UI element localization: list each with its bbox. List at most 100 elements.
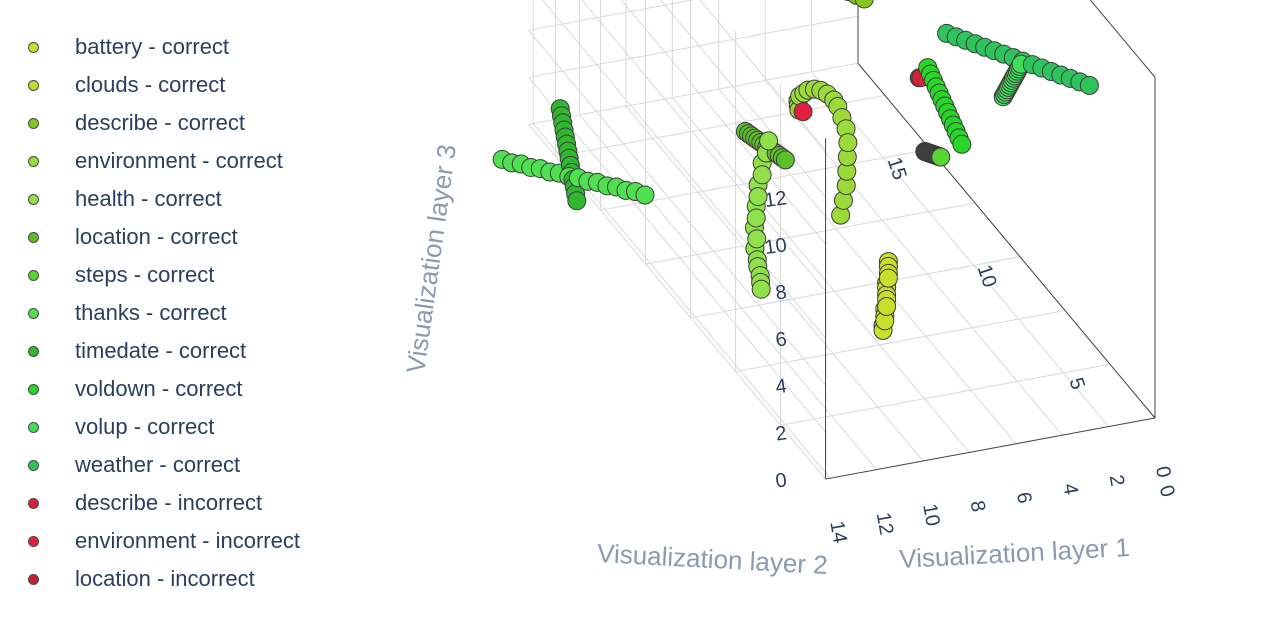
legend-item[interactable]: timedate - correct (0, 332, 380, 370)
z-tick-label: 6 (774, 328, 788, 351)
grid-lines (528, 0, 1156, 480)
legend-label: battery - correct (75, 34, 230, 59)
grid-line (699, 0, 826, 151)
legend-item[interactable]: steps - correct (0, 256, 380, 294)
z-tick-label: 0 (774, 469, 788, 492)
legend-label: environment - incorrect (75, 528, 300, 553)
legend-label: weather - correct (75, 452, 241, 477)
data-point[interactable] (748, 187, 768, 207)
grid-line (528, 62, 859, 125)
data-point[interactable] (567, 191, 587, 211)
legend-item[interactable]: environment - incorrect (0, 522, 380, 560)
data-point[interactable] (635, 185, 655, 205)
z-tick-label: 4 (774, 375, 788, 398)
grid-line (579, 114, 877, 470)
y-axis-title: Visualization layer 2 (596, 538, 828, 580)
legend-label: environment - correct (75, 148, 283, 173)
legend-item[interactable]: thanks - correct (0, 294, 380, 332)
axis-line (857, 62, 1156, 419)
legend-item[interactable]: describe - incorrect (0, 484, 380, 522)
legend-label: voldown - correct (75, 376, 243, 401)
legend-item[interactable]: weather - correct (0, 446, 380, 484)
data-point[interactable] (854, 0, 874, 9)
legend-marker-icon (28, 231, 39, 243)
x-tick-label: 15 (883, 155, 911, 183)
y-tick-label: 6 (1012, 490, 1036, 505)
legend-item[interactable]: describe - correct (0, 104, 380, 142)
y-tick-label: 14 (825, 519, 851, 545)
legend-item[interactable]: health - correct (0, 180, 380, 218)
data-point[interactable] (838, 133, 858, 153)
legend-marker-icon (28, 535, 39, 547)
x-axis-title: Visualization layer 1 (899, 532, 1131, 574)
data-point[interactable] (878, 268, 898, 288)
data-point[interactable] (752, 165, 772, 185)
z-axis-title: Visualization layer 3 (400, 142, 462, 375)
x-tick-label: 10 (973, 262, 1001, 290)
legend-item[interactable]: location - correct (0, 218, 380, 256)
grid-line (528, 0, 695, 31)
grid-line (528, 76, 826, 433)
data-point[interactable] (793, 102, 813, 122)
axis-line (825, 417, 1156, 480)
grid-line (645, 202, 976, 265)
y-tick-label: 0 (1151, 465, 1175, 480)
z-tick-label: 12 (763, 187, 788, 212)
grid-line (528, 29, 826, 386)
y-tick-label: 4 (1058, 482, 1082, 497)
data-point[interactable] (759, 131, 779, 151)
legend-item[interactable]: clouds - correct (0, 66, 380, 104)
legend-label: steps - correct (75, 262, 215, 287)
axis-line (1089, 0, 1156, 78)
legend-label: thanks - correct (75, 300, 227, 325)
grid-line (581, 0, 826, 292)
legend-item[interactable]: voldown - correct (0, 370, 380, 408)
legend-item[interactable]: location - incorrect (0, 560, 380, 598)
legend-label: describe - incorrect (75, 490, 263, 515)
legend-marker-icon (28, 79, 39, 91)
y-tick-label: 8 (966, 499, 990, 514)
data-point[interactable] (747, 229, 767, 249)
z-tick-label: 2 (774, 422, 788, 445)
data-point[interactable] (952, 134, 972, 154)
data-point[interactable] (746, 208, 766, 228)
y-tick-label: 12 (872, 511, 898, 537)
x-tick-label: 0 (1155, 482, 1179, 499)
legend-label: health - correct (75, 186, 222, 211)
grid-line (620, 0, 826, 245)
legend: battery - correct clouds - correct describ… (0, 28, 380, 598)
legend-item[interactable]: battery - correct (0, 28, 380, 66)
grid-line (764, 80, 1063, 436)
legend-marker-icon (28, 421, 39, 433)
data-point[interactable] (931, 147, 951, 167)
data-points[interactable] (492, 0, 1099, 340)
data-point[interactable] (1079, 75, 1099, 95)
legend-marker-icon (28, 459, 39, 471)
legend-item[interactable]: environment - correct (0, 142, 380, 180)
grid-line (735, 310, 1066, 373)
grid-line (780, 363, 1111, 426)
y-tick-label: 10 (918, 502, 944, 528)
legend-marker-icon (28, 117, 39, 129)
legend-marker-icon (28, 155, 39, 167)
data-point[interactable] (775, 150, 795, 170)
grid-line (672, 97, 970, 453)
legend-marker-icon (28, 383, 39, 395)
grid-line (541, 0, 826, 339)
data-point[interactable] (877, 297, 897, 316)
legend-marker-icon (28, 345, 39, 357)
legend-marker-icon (28, 497, 39, 509)
grid-line (690, 256, 1021, 319)
legend-marker-icon (28, 573, 39, 585)
legend-label: volup - correct (75, 414, 215, 439)
legend-label: clouds - correct (75, 72, 226, 97)
y-tick-label: 2 (1105, 473, 1129, 488)
legend-marker-icon (28, 307, 39, 319)
legend-label: timedate - correct (75, 338, 247, 363)
legend-item[interactable]: volup - correct (0, 408, 380, 446)
legend-label: location - incorrect (75, 566, 255, 591)
data-point[interactable] (751, 279, 771, 299)
z-tick-label: 10 (763, 234, 788, 259)
grid-line (528, 15, 859, 78)
